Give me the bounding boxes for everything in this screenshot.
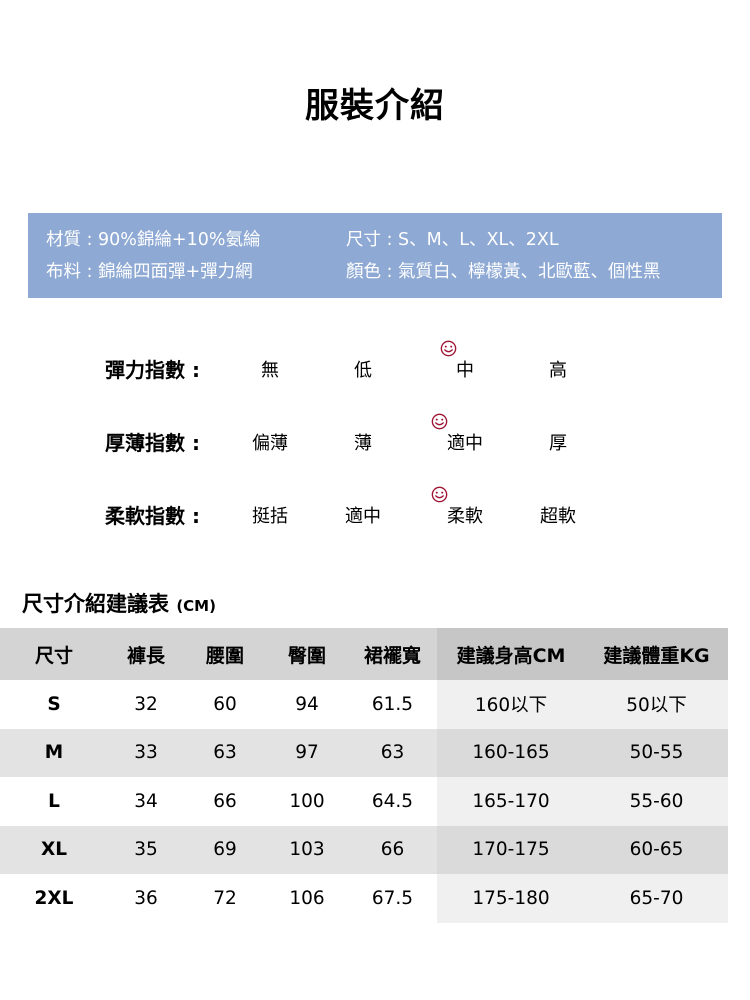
cell-pant-length: 34 bbox=[108, 777, 184, 826]
cell-recommended-weight: 65-70 bbox=[585, 874, 728, 923]
cell-recommended-height: 165-170 bbox=[437, 777, 585, 826]
column-header-recommended-weight: 建議體重KG bbox=[585, 628, 728, 680]
rating-option-thickness-3-label: 適中 bbox=[447, 433, 483, 454]
rating-label-softness: 柔軟指數 : bbox=[105, 504, 200, 528]
rating-option-thickness-3[interactable]: 適中 bbox=[431, 413, 483, 455]
cell-waist: 69 bbox=[184, 825, 266, 874]
rating-option-elasticity-3-label: 中 bbox=[456, 360, 474, 381]
rating-option-softness-2[interactable]: 適中 bbox=[345, 506, 381, 527]
rating-option-thickness-1[interactable]: 偏薄 bbox=[252, 433, 288, 454]
smiley-face-icon bbox=[431, 413, 448, 430]
table-row: S 32 60 94 61.5 160以下 50以下 bbox=[0, 680, 728, 729]
cell-hem-width: 61.5 bbox=[348, 680, 437, 729]
info-fabric-line: 布料 : 錦綸四面彈+彈力網 bbox=[46, 261, 253, 282]
cell-hip: 106 bbox=[266, 874, 348, 923]
rating-option-thickness-2[interactable]: 薄 bbox=[354, 433, 372, 454]
cell-recommended-weight: 50以下 bbox=[585, 680, 728, 729]
info-panel-right-column: 尺寸 : S、M、L、XL、2XL 顏色 : 氣質白、檸檬黃、北歐藍、個性黑 bbox=[346, 224, 718, 288]
cell-pant-length: 32 bbox=[108, 680, 184, 729]
cell-size: S bbox=[0, 680, 108, 729]
column-header-hip: 臀圍 bbox=[266, 628, 348, 680]
cell-recommended-weight: 60-65 bbox=[585, 825, 728, 874]
rating-row-elasticity: 彈力指數 : 無 低 中 高 bbox=[0, 340, 750, 413]
cell-waist: 60 bbox=[184, 680, 266, 729]
cell-hip: 97 bbox=[266, 728, 348, 777]
column-header-hem-width: 裙襬寬 bbox=[348, 628, 437, 680]
cell-recommended-weight: 55-60 bbox=[585, 777, 728, 826]
cell-pant-length: 36 bbox=[108, 874, 184, 923]
cell-recommended-height: 160以下 bbox=[437, 680, 585, 729]
table-row: L 34 66 100 64.5 165-170 55-60 bbox=[0, 777, 728, 826]
cell-hem-width: 66 bbox=[348, 825, 437, 874]
rating-label-thickness: 厚薄指數 : bbox=[105, 431, 200, 455]
cell-pant-length: 33 bbox=[108, 728, 184, 777]
cell-hip: 94 bbox=[266, 680, 348, 729]
rating-row-thickness: 厚薄指數 : 偏薄 薄 適中 厚 bbox=[0, 413, 750, 486]
column-header-size: 尺寸 bbox=[0, 628, 108, 680]
rating-option-softness-1[interactable]: 挺括 bbox=[252, 506, 288, 527]
cell-hip: 103 bbox=[266, 825, 348, 874]
cell-recommended-weight: 50-55 bbox=[585, 728, 728, 777]
size-table-heading-unit: (CM) bbox=[176, 597, 216, 615]
cell-recommended-height: 170-175 bbox=[437, 825, 585, 874]
table-row: XL 35 69 103 66 170-175 60-65 bbox=[0, 825, 728, 874]
info-material-line: 材質 : 90%錦綸+10%氨綸 bbox=[46, 229, 261, 250]
rating-option-elasticity-4[interactable]: 高 bbox=[549, 360, 567, 381]
cell-waist: 63 bbox=[184, 728, 266, 777]
smiley-face-icon bbox=[431, 486, 448, 503]
cell-waist: 72 bbox=[184, 874, 266, 923]
info-panel-left-column: 材質 : 90%錦綸+10%氨綸 布料 : 錦綸四面彈+彈力網 bbox=[46, 224, 346, 288]
cell-size: L bbox=[0, 777, 108, 826]
rating-option-elasticity-2[interactable]: 低 bbox=[354, 360, 372, 381]
cell-recommended-height: 175-180 bbox=[437, 874, 585, 923]
rating-row-softness: 柔軟指數 : 挺括 適中 柔軟 超軟 bbox=[0, 486, 750, 559]
rating-option-softness-4[interactable]: 超軟 bbox=[540, 506, 576, 527]
rating-label-elasticity: 彈力指數 : bbox=[105, 358, 200, 382]
info-sizes-line: 尺寸 : S、M、L、XL、2XL bbox=[346, 229, 559, 250]
rating-option-elasticity-1[interactable]: 無 bbox=[261, 360, 279, 381]
rating-option-thickness-4[interactable]: 厚 bbox=[549, 433, 567, 454]
column-header-waist: 腰圍 bbox=[184, 628, 266, 680]
table-row: M 33 63 97 63 160-165 50-55 bbox=[0, 728, 728, 777]
table-row: 2XL 36 72 106 67.5 175-180 65-70 bbox=[0, 874, 728, 923]
page-title: 服裝介紹 bbox=[305, 86, 445, 126]
cell-hem-width: 64.5 bbox=[348, 777, 437, 826]
cell-size: 2XL bbox=[0, 874, 108, 923]
cell-pant-length: 35 bbox=[108, 825, 184, 874]
size-table-heading: 尺寸介紹建議表 (CM) bbox=[22, 588, 216, 618]
column-header-recommended-height: 建議身高CM bbox=[437, 628, 585, 680]
cell-hem-width: 63 bbox=[348, 728, 437, 777]
cell-hip: 100 bbox=[266, 777, 348, 826]
rating-option-softness-3-label: 柔軟 bbox=[447, 506, 483, 527]
column-header-pant-length: 褲長 bbox=[108, 628, 184, 680]
cell-recommended-height: 160-165 bbox=[437, 728, 585, 777]
size-chart-table: 尺寸 褲長 腰圍 臀圍 裙襬寬 建議身高CM 建議體重KG S 32 60 94… bbox=[0, 628, 728, 923]
cell-size: XL bbox=[0, 825, 108, 874]
cell-hem-width: 67.5 bbox=[348, 874, 437, 923]
rating-scales: 彈力指數 : 無 低 中 高 厚薄指數 : 偏薄 薄 bbox=[0, 340, 750, 559]
cell-size: M bbox=[0, 728, 108, 777]
table-header-row: 尺寸 褲長 腰圍 臀圍 裙襬寬 建議身高CM 建議體重KG bbox=[0, 628, 728, 680]
rating-option-elasticity-3[interactable]: 中 bbox=[440, 340, 474, 382]
info-colors-line: 顏色 : 氣質白、檸檬黃、北歐藍、個性黑 bbox=[346, 261, 661, 282]
smiley-face-icon bbox=[440, 340, 457, 357]
rating-option-softness-3[interactable]: 柔軟 bbox=[431, 486, 483, 528]
cell-waist: 66 bbox=[184, 777, 266, 826]
size-table-heading-text: 尺寸介紹建議表 bbox=[22, 592, 169, 616]
product-info-panel: 材質 : 90%錦綸+10%氨綸 布料 : 錦綸四面彈+彈力網 尺寸 : S、M… bbox=[28, 213, 722, 298]
